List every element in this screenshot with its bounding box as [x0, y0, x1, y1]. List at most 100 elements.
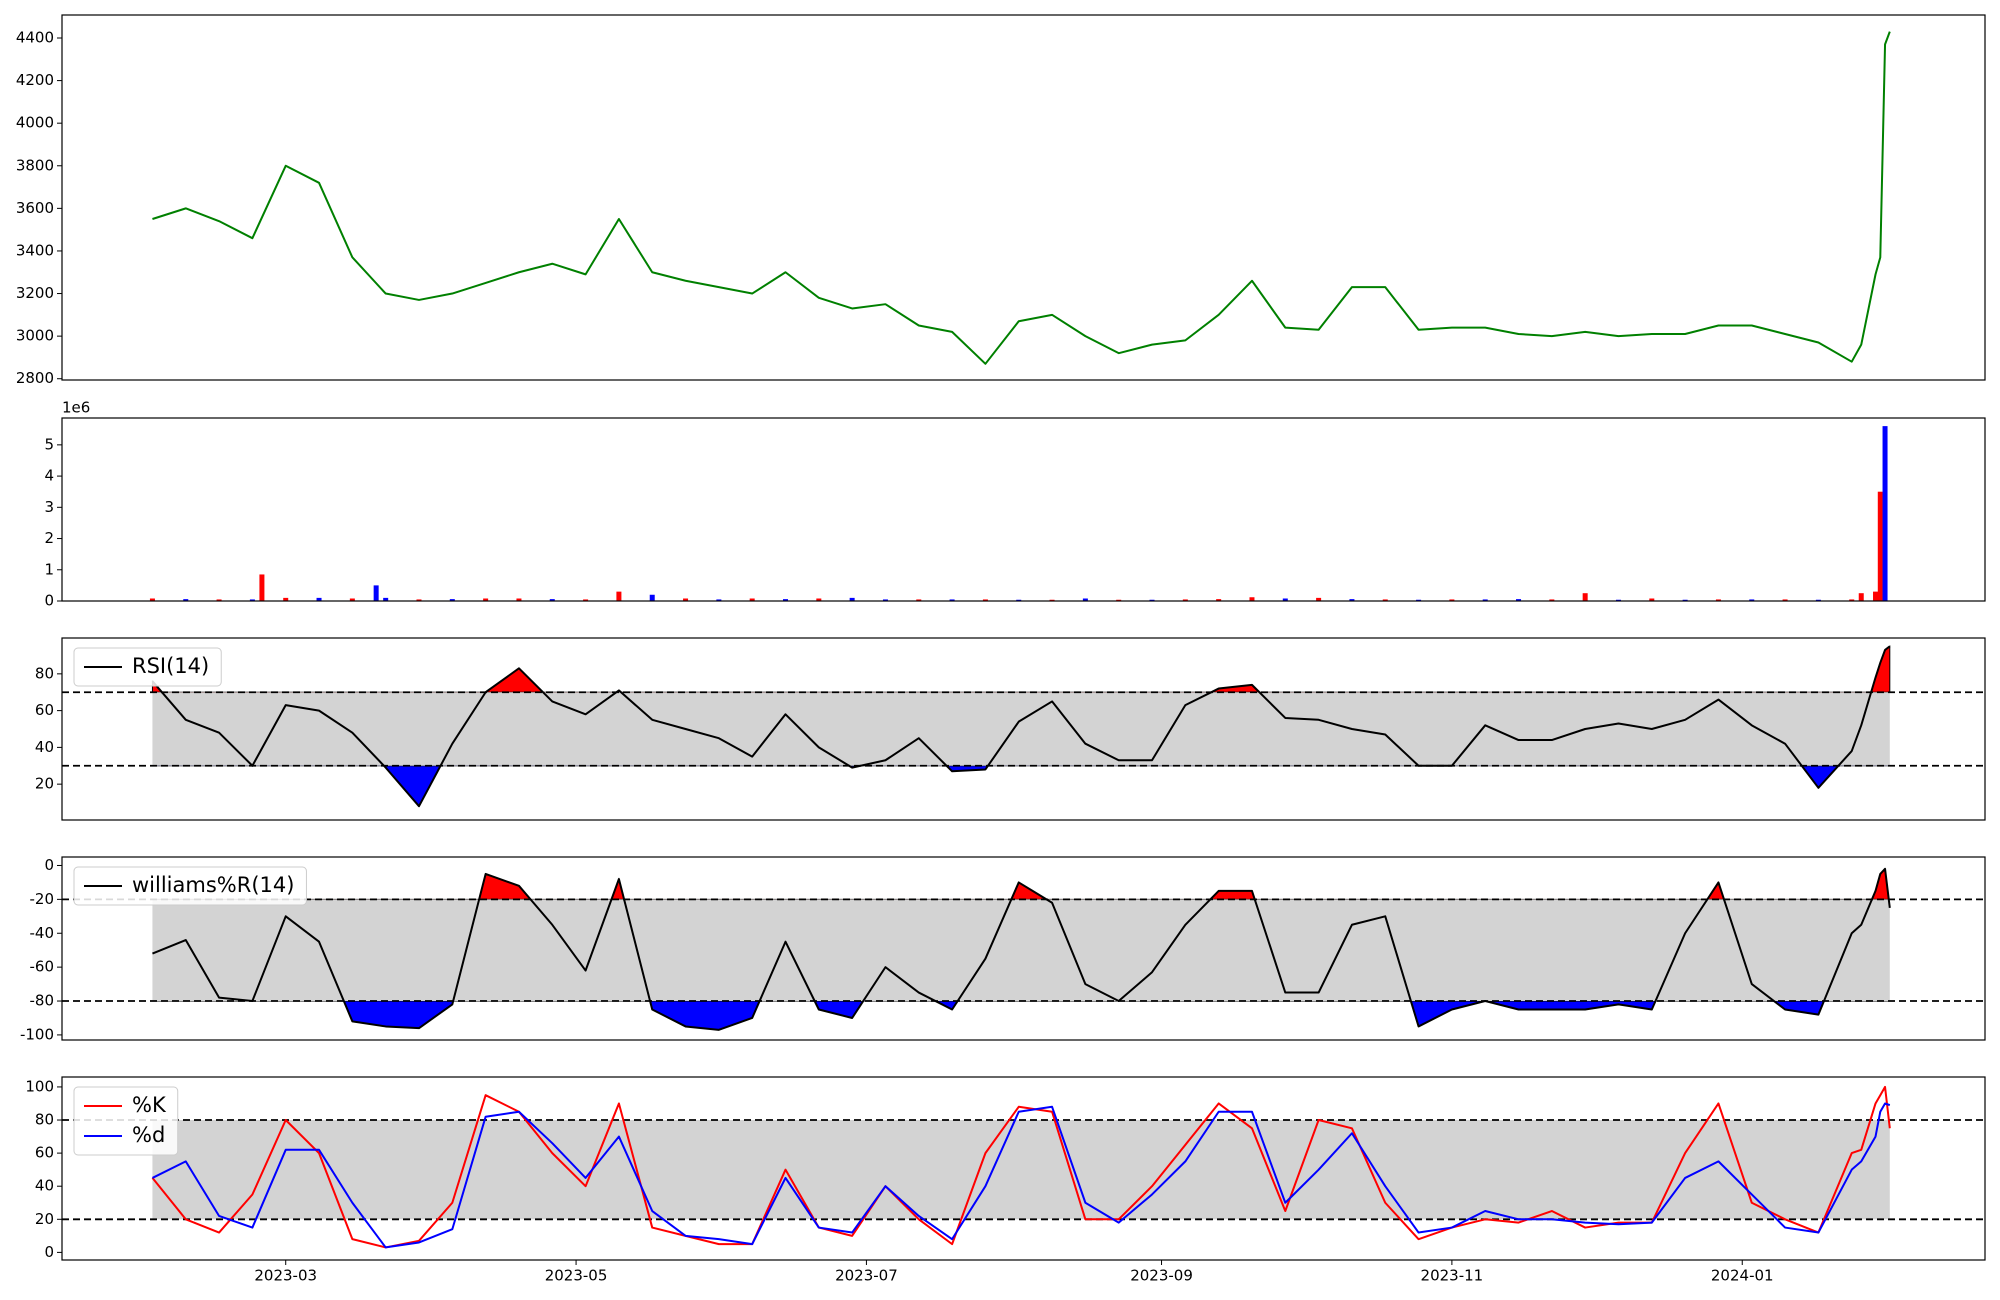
bar [749, 598, 755, 601]
y-tick-label: -80 [30, 992, 55, 1010]
bar [483, 598, 489, 601]
y-tick-label: 4400 [16, 28, 54, 46]
x-tick-label: 2023-03 [254, 1267, 317, 1285]
legend-label: williams%R(14) [132, 873, 294, 897]
bar [1649, 598, 1655, 601]
y-tick-label: 60 [35, 1144, 54, 1162]
axes-frame [61, 417, 1986, 602]
y-tick-label: -60 [30, 958, 55, 976]
bar [1149, 599, 1155, 601]
panel: 0 20 40 60 80 100 2023-03 2023-05 2023-07 2023-09… [25, 1076, 1986, 1285]
y-tick-label: 100 [25, 1077, 54, 1095]
y-tick-label: 0 [44, 1243, 54, 1261]
bar [1016, 599, 1022, 601]
y-tick-label: 2 [44, 529, 54, 547]
y-tick-label: 3 [44, 498, 54, 516]
y-tick-label: 80 [35, 664, 54, 682]
y-tick-label: 80 [35, 1111, 54, 1129]
y-tick-label: 3400 [16, 241, 54, 259]
y-tick-label: 5 [44, 435, 54, 453]
bar [583, 599, 589, 601]
panel: 20 40 60 80 RSI(14) [35, 637, 1986, 821]
bar [383, 597, 389, 601]
y-tick-label: 40 [35, 738, 54, 756]
bar [216, 599, 222, 601]
bar [449, 599, 455, 601]
bar [982, 599, 988, 601]
axes-frame [61, 856, 1986, 1041]
y-tick-label: -40 [30, 924, 55, 942]
y-tick-label: 2800 [16, 369, 54, 387]
y-tick-label: 3600 [16, 199, 54, 217]
legend: %K %d [73, 1086, 179, 1156]
bar [349, 598, 355, 601]
bar [283, 597, 289, 601]
x-tick-label: 2023-09 [1130, 1267, 1193, 1285]
bar [259, 574, 265, 601]
bar [1873, 591, 1879, 601]
bar [716, 599, 722, 601]
offset-label: 1e6 [62, 399, 90, 417]
panel: 2800 3000 3200 3400 3600 3800 4000 4200 4400 [16, 14, 1986, 387]
bar [1882, 426, 1888, 601]
bar [1715, 599, 1721, 601]
bar [249, 599, 255, 601]
y-tick-label: 3000 [16, 327, 54, 345]
y-tick-label: 20 [35, 1210, 54, 1228]
bar [616, 591, 622, 601]
panel: 0 1 2 3 4 5 1e6 [44, 399, 1986, 610]
bar [1749, 599, 1755, 601]
legend-box [73, 866, 307, 906]
bar [516, 598, 522, 601]
bar [1049, 599, 1055, 601]
axes-frame [61, 14, 1986, 381]
y-tick-label: 0 [44, 856, 54, 874]
bar [1682, 599, 1688, 601]
bar [1382, 599, 1388, 601]
y-tick-label: 4 [44, 467, 54, 485]
bar [549, 599, 555, 601]
panel: -100 -80 -60 -40 -20 0 williams%R(14) [20, 856, 1986, 1043]
bar [1877, 491, 1883, 601]
legend: RSI(14) [73, 647, 222, 687]
bar [416, 599, 422, 601]
bar [1615, 599, 1621, 601]
bar [1482, 599, 1488, 601]
bar [783, 599, 789, 601]
y-tick-label: 4200 [16, 71, 54, 89]
legend: williams%R(14) [73, 866, 307, 906]
bar [149, 598, 155, 601]
x-tick-label: 2023-05 [545, 1267, 608, 1285]
bar [1449, 599, 1455, 601]
bar [1282, 598, 1288, 601]
bar [1182, 599, 1188, 601]
series-line [151, 1085, 1891, 1249]
band-fill [152, 899, 1890, 1002]
bar [683, 598, 689, 601]
legend-label: %d [132, 1123, 165, 1147]
bar [649, 594, 655, 601]
bar [183, 599, 189, 601]
y-tick-label: 3200 [16, 284, 54, 302]
series-line [152, 31, 1891, 365]
series-line [152, 867, 1891, 1031]
y-tick-label: 40 [35, 1177, 54, 1195]
y-tick-label: 0 [44, 592, 54, 610]
bar [1516, 599, 1522, 601]
bar [1416, 599, 1422, 601]
y-tick-label: 1 [44, 560, 54, 578]
bar [1116, 599, 1122, 601]
bar [316, 597, 322, 601]
bar [949, 599, 955, 601]
bar [1316, 597, 1322, 601]
bar [916, 599, 922, 601]
x-tick-label: 2023-07 [835, 1267, 898, 1285]
x-tick-label: 2024-01 [1711, 1267, 1774, 1285]
series-line [151, 1102, 1891, 1249]
legend-box [73, 647, 222, 687]
bar [816, 598, 822, 601]
x-tick-label: 2023-11 [1421, 1267, 1484, 1285]
bar [882, 599, 888, 601]
bar [1549, 599, 1555, 601]
